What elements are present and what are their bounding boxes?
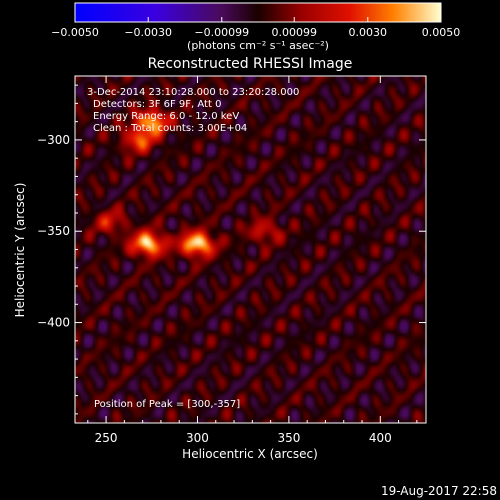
- x-axis-label: Heliocentric X (arcsec): [182, 447, 318, 461]
- x-tick-label: 300: [186, 431, 209, 445]
- heatmap-area: [74, 75, 427, 424]
- colorbar-tick-label: 0.0030: [349, 26, 388, 39]
- x-tick-label: 250: [95, 431, 118, 445]
- colorbar-tick-label: 0.00099: [271, 26, 317, 39]
- x-axis: 250 300 350 400: [87, 76, 418, 445]
- y-axis-label: Heliocentric Y (arcsec): [13, 183, 27, 318]
- y-tick-label: −300: [37, 133, 70, 147]
- heatmap-image: [75, 76, 426, 423]
- annotation-time: 3-Dec-2014 23:10:28.000 to 23:20:28.000: [87, 87, 299, 98]
- colorbar-unit-label: (photons cm⁻² s⁻¹ asec⁻²): [187, 39, 329, 52]
- colorbar-tick-label: −0.0050: [51, 26, 99, 39]
- colorbar-tick-label: −0.0030: [124, 26, 172, 39]
- x-tick-label: 400: [369, 431, 392, 445]
- y-axis: −300 −350 −400: [37, 84, 426, 415]
- x-tick-label: 350: [277, 431, 300, 445]
- colorbar-tick-label: −0.00099: [194, 26, 249, 39]
- colorbar-tick-label: 0.0050: [422, 26, 461, 39]
- annotation-clean: Clean : Total counts: 3.00E+04: [93, 123, 247, 134]
- timestamp: 19-Aug-2017 22:58: [381, 484, 497, 498]
- y-tick-label: −400: [37, 316, 70, 330]
- annotation-detectors: Detectors: 3F 6F 9F, Att 0: [93, 99, 221, 110]
- chart-title: Reconstructed RHESSI Image: [148, 56, 353, 72]
- colorbar: [74, 2, 442, 23]
- y-tick-label: −350: [37, 224, 70, 238]
- annotation-energy: Energy Range: 6.0 - 12.0 keV: [93, 111, 239, 122]
- peak-position-label: Position of Peak = [300,-357]: [94, 399, 240, 410]
- colorbar-ticks: −0.0050 −0.0030 −0.00099 0.00099 0.0030 0.005…: [51, 17, 460, 39]
